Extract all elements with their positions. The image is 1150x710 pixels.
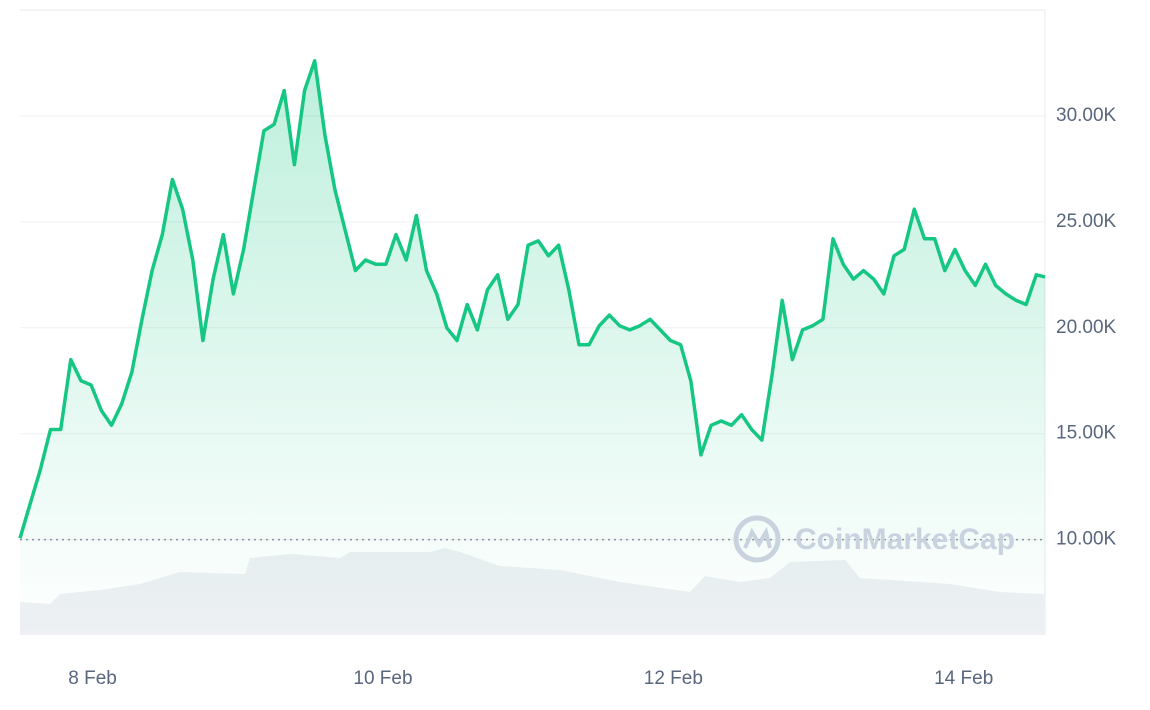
- watermark: CoinMarketCap: [795, 523, 1015, 556]
- x-tick-label: 8 Feb: [68, 668, 117, 689]
- y-tick-label: 10.00K: [1056, 529, 1117, 550]
- y-tick-label: 15.00K: [1056, 423, 1117, 444]
- watermark-logo: [733, 515, 781, 563]
- x-tick-label: 12 Feb: [644, 668, 703, 689]
- y-tick-label: 20.00K: [1056, 317, 1117, 338]
- y-tick-label: 25.00K: [1056, 211, 1117, 232]
- y-tick-label: 30.00K: [1056, 105, 1117, 126]
- x-tick-label: 14 Feb: [934, 668, 993, 689]
- price-line: [18, 59, 1046, 539]
- x-tick-label: 10 Feb: [353, 668, 412, 689]
- line-area: [20, 60, 1045, 636]
